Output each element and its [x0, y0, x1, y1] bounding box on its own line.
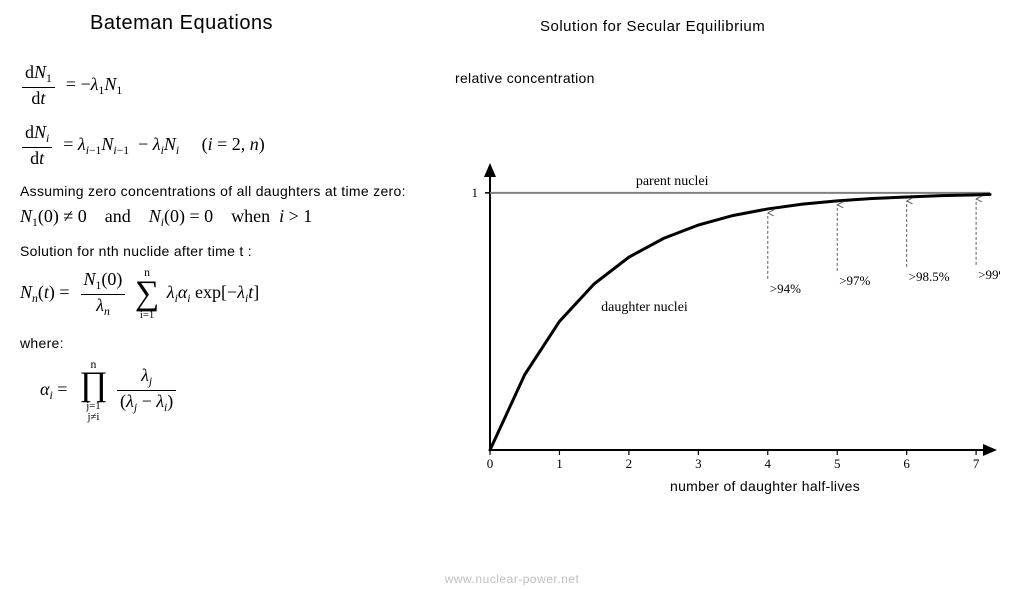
eq-solution: Nn(t) = N1(0) λn n ∑ i=1 λiαi exp[−λit]	[20, 267, 450, 320]
svg-text:3: 3	[695, 456, 702, 471]
sum-operator: n ∑ i=1	[135, 267, 159, 320]
eq-dn1dt: dN1 dt = −λ1N1	[20, 63, 450, 109]
soln-frac-num: N1(0)	[81, 270, 126, 295]
svg-text:7: 7	[973, 456, 980, 471]
x-axis-label: number of daughter half-lives	[670, 478, 860, 494]
alpha-frac-num: λj	[117, 366, 176, 391]
eq1-den: dt	[22, 88, 55, 109]
alpha-frac-den: (λj − λi)	[117, 391, 176, 415]
svg-text:parent nuclei: parent nuclei	[636, 174, 709, 189]
eq2-den: dt	[22, 148, 52, 169]
svg-text:0: 0	[487, 456, 494, 471]
eq-alpha: αi = n ∏ j=1j≠i λj (λj − λi)	[40, 359, 450, 423]
eq2-cond: (i = 2, n)	[202, 134, 265, 154]
svg-text:1: 1	[556, 456, 563, 471]
assume-note: Assuming zero concentrations of all daug…	[20, 183, 450, 199]
soln-body: λiαi exp[−λit]	[167, 282, 259, 302]
eq1-rhs: = −λ1N1	[61, 74, 122, 94]
svg-text:5: 5	[834, 456, 841, 471]
footer-credit: www.nuclear-power.net	[0, 572, 1024, 586]
eq-dnidt: dNi dt = λi−1Ni−1 − λiNi (i = 2, n)	[20, 123, 450, 169]
svg-text:2: 2	[626, 456, 633, 471]
svg-text:>99%: >99%	[978, 267, 1000, 282]
svg-text:>97%: >97%	[839, 273, 870, 288]
svg-text:daughter nuclei: daughter nuclei	[601, 300, 688, 315]
eq-initial-conditions: N1(0) ≠ 0 and Ni(0) = 0 when i > 1	[20, 207, 450, 230]
prod-operator: n ∏ j=1j≠i	[79, 359, 107, 423]
eq2-num: dNi	[22, 123, 52, 148]
where-note: where:	[20, 335, 450, 351]
equations-panel: dN1 dt = −λ1N1 dNi dt = λi−1Ni−1 − λiNi …	[20, 55, 450, 437]
svg-text:4: 4	[765, 456, 772, 471]
solution-note: Solution for nth nuclide after time t :	[20, 243, 450, 259]
svg-text:>98.5%: >98.5%	[909, 269, 950, 284]
chart-svg: 1 0 1 2 3 4 5 6 7 parent nuclei daughter nuclei >94…	[460, 90, 1000, 490]
equilibrium-chart: relative concentration 101234567parent n…	[460, 90, 1000, 520]
eq1-num: dN1	[22, 63, 55, 88]
title-bateman: Bateman Equations	[90, 12, 273, 35]
svg-text:6: 6	[903, 456, 910, 471]
title-secular-equilibrium: Solution for Secular Equilibrium	[540, 18, 765, 35]
eq2-rhs: = λi−1Ni−1 − λiNi	[59, 134, 184, 154]
soln-frac-den: λn	[81, 295, 126, 319]
svg-text:>94%: >94%	[770, 281, 801, 296]
svg-text:1: 1	[472, 185, 479, 200]
y-axis-label: relative concentration	[455, 70, 595, 86]
